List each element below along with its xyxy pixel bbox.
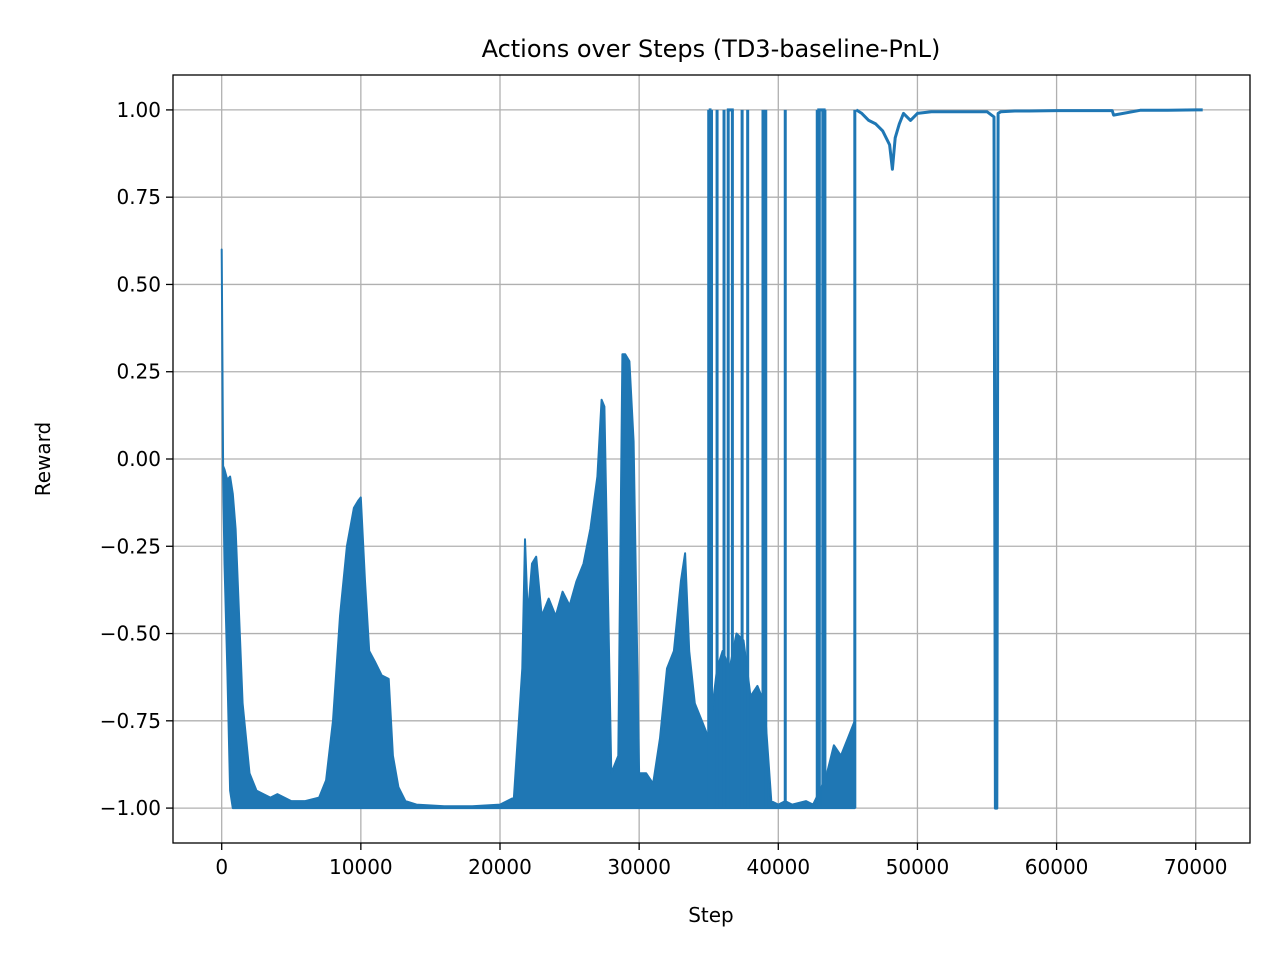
x-tick-label: 40000	[746, 855, 810, 879]
chart-title: Actions over Steps (TD3-baseline-PnL)	[482, 35, 941, 63]
y-axis-ticks: −1.00 −0.75 −0.50 −0.25 0.00 0.25 0.50 0.75 1.00	[100, 98, 173, 820]
y-tick-label: −0.50	[100, 622, 161, 646]
x-tick-label: 20000	[468, 855, 532, 879]
x-tick-label: 70000	[1164, 855, 1228, 879]
x-tick-label: 10000	[329, 855, 393, 879]
x-tick-label: 30000	[607, 855, 671, 879]
y-tick-label: 0.75	[116, 185, 161, 209]
y-tick-label: 0.50	[116, 272, 161, 296]
y-tick-label: −0.25	[100, 534, 161, 558]
series-envelope	[220, 248, 856, 810]
y-tick-label: 0.00	[116, 447, 161, 471]
x-axis-ticks: 0 10000 20000 30000 40000 50000 60000 70000	[215, 843, 1228, 879]
x-tick-label: 0	[215, 855, 228, 879]
x-tick-label: 50000	[886, 855, 950, 879]
y-tick-label: 1.00	[116, 98, 161, 122]
series-group	[220, 108, 1203, 810]
y-tick-label: −0.75	[100, 709, 161, 733]
y-tick-label: −1.00	[100, 796, 161, 820]
x-axis-label: Step	[688, 903, 734, 927]
x-tick-label: 60000	[1025, 855, 1089, 879]
series-tail-line	[855, 108, 1203, 810]
y-axis-label: Reward	[31, 422, 55, 496]
y-tick-label: 0.25	[116, 360, 161, 384]
